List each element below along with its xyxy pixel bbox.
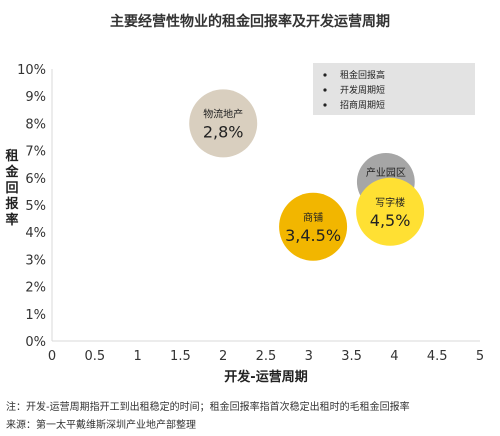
- x-tick-label: 2.5: [256, 349, 277, 364]
- x-tick-label: 3.5: [341, 349, 362, 364]
- bubble-name-label: 商铺: [303, 211, 323, 224]
- source-note: 来源：第一太平戴维斯深圳产业地产部整理: [6, 420, 196, 431]
- y-tick-label: 0%: [25, 335, 46, 350]
- y-axis-title: 租金回报率: [4, 149, 19, 228]
- y-tick-label: 7%: [25, 145, 46, 160]
- bubble: [279, 192, 348, 261]
- legend-bullet: [323, 103, 327, 107]
- x-tick-label: 1.5: [170, 349, 191, 364]
- x-axis-title: 开发-运营周期: [224, 369, 307, 385]
- bubble-value-label: 4,5%: [370, 211, 411, 230]
- legend-item: 租金回报高: [340, 69, 385, 81]
- y-tick-label: 1%: [25, 308, 46, 323]
- x-tick-label: 0: [48, 349, 56, 364]
- legend-bullet: [323, 73, 327, 77]
- x-tick-labels: 0 0.5 1 1.5 2 2.5 3 3.5 4 4.5 5: [48, 349, 484, 364]
- y-tick-label: 2%: [25, 281, 46, 296]
- x-tick-label: 2: [219, 349, 227, 364]
- bubble-name-label: 物流地产: [203, 107, 243, 120]
- y-tick-label: 4%: [25, 226, 46, 241]
- legend-item: 开发周期短: [340, 84, 385, 96]
- chart-title: 主要经营性物业的租金回报率及开发运营周期: [110, 13, 390, 30]
- y-tick-label: 5%: [25, 199, 46, 214]
- bubble-name-label: 写字楼: [375, 196, 405, 209]
- bubble: [189, 89, 258, 158]
- bubble-name-label: 产业园区: [366, 166, 406, 179]
- bubble: [356, 177, 425, 246]
- legend-item: 招商周期短: [340, 99, 385, 111]
- x-tick-label: 3: [305, 349, 313, 364]
- y-tick-label: 6%: [25, 172, 46, 187]
- x-tick-label: 4.5: [427, 349, 448, 364]
- bubble-value-label: 2,8%: [203, 122, 244, 141]
- y-tick-label: 9%: [25, 90, 46, 105]
- x-tick-label: 4: [390, 349, 398, 364]
- bubble-value-label: 3,4.5%: [285, 226, 341, 245]
- legend-box: [313, 63, 475, 115]
- footnote: 注：开发-运营周期指开工到出租稳定的时间；租金回报率指首次稳定出租时的毛租金回报…: [6, 402, 410, 413]
- y-tick-label: 8%: [25, 117, 46, 132]
- x-tick-label: 0.5: [84, 349, 105, 364]
- x-tick-label: 1: [133, 349, 141, 364]
- legend-bullet: [323, 88, 327, 92]
- y-tick-labels: 0% 1% 2% 3% 4% 5% 6% 7% 8% 9% 10%: [17, 63, 46, 350]
- y-tick-label: 3%: [25, 253, 46, 268]
- y-tick-label: 10%: [17, 63, 46, 78]
- x-tick-label: 5: [476, 349, 484, 364]
